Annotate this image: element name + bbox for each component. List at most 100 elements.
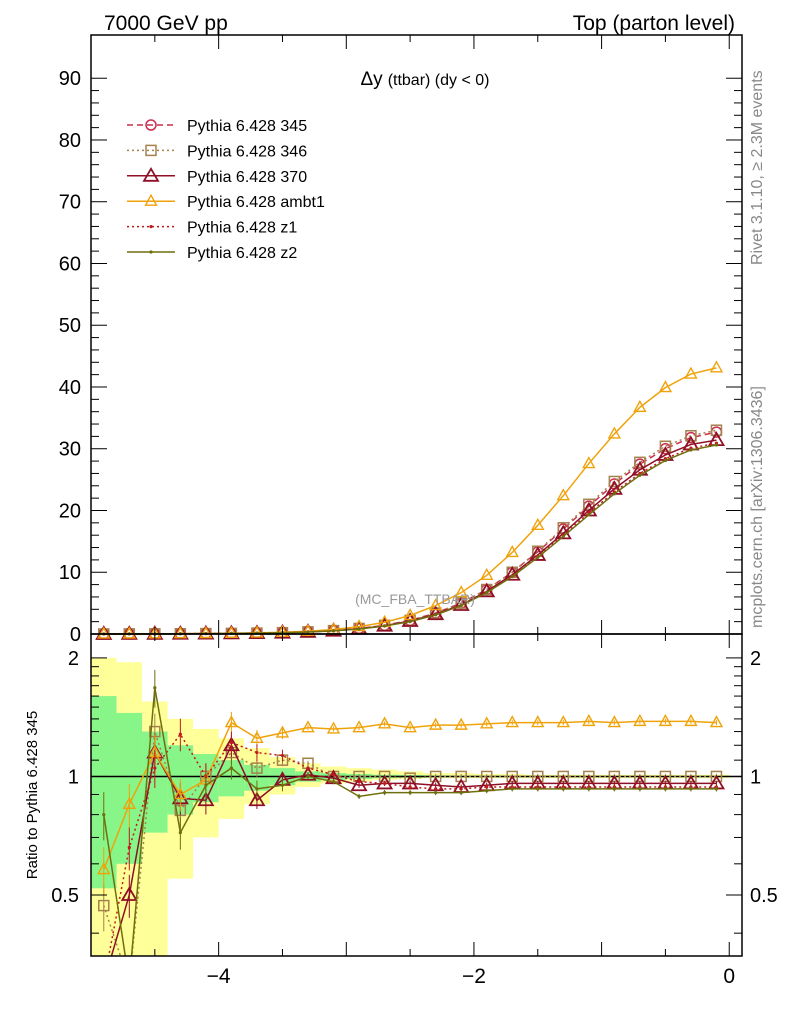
- data-point-ambt1: [250, 625, 264, 638]
- ratio-point-ambt1: [301, 720, 315, 733]
- main-ytick-label: 70: [59, 192, 81, 214]
- legend: Pythia 6.428 345 Pythia 6.428 346 Pythia 6…: [127, 118, 325, 262]
- data-point-z2: [510, 574, 514, 579]
- data-point-s346: [659, 440, 672, 453]
- ratio-point-ambt1: [658, 713, 673, 727]
- data-point-ambt1: [633, 399, 647, 413]
- xtick-label: −2: [462, 965, 486, 988]
- ratio-point-z2: [331, 780, 336, 784]
- ratio-point-z1: [382, 781, 387, 786]
- ratio-point-z2: [536, 787, 540, 791]
- data-point-z2: [331, 629, 336, 633]
- ratio-point-ambt1: [633, 713, 647, 727]
- ratio-point-z2: [689, 787, 693, 791]
- data-point-ambt1: [403, 608, 417, 621]
- main-ytick-label: 80: [59, 130, 81, 152]
- data-point-s346: [608, 475, 621, 488]
- data-point-z2: [612, 492, 616, 496]
- legend-marker-s370: [142, 167, 160, 182]
- ratio-point-ambt1: [377, 716, 392, 729]
- ratio-ytick-label: 1: [68, 766, 79, 788]
- main-ytick-label: 20: [59, 500, 81, 522]
- ratio-point-ambt1: [326, 721, 341, 734]
- data-point-s346: [685, 430, 697, 442]
- ratio-point-z2: [587, 787, 591, 791]
- data-point-z2: [638, 473, 642, 477]
- ratio-point-z1: [102, 981, 105, 984]
- data-point-z2: [434, 613, 438, 617]
- ratio-point-z1: [459, 787, 463, 791]
- ratio-point-z1: [434, 787, 438, 791]
- data-point-z2: [714, 443, 719, 447]
- ratio-point-z2: [561, 787, 565, 791]
- ratio-point-ambt1: [97, 862, 111, 875]
- ratio-point-z1: [306, 766, 310, 770]
- data-point-ambt1: [301, 623, 315, 636]
- data-point-z2: [306, 630, 310, 634]
- legend-item-s346: Pythia 6.428 346: [127, 143, 307, 160]
- ratio-point-ambt1: [275, 725, 290, 738]
- data-point-ambt1: [556, 488, 570, 501]
- ratio-point-s370: [299, 765, 317, 781]
- ratio-point-ambt1: [122, 796, 136, 809]
- data-point-s370: [554, 524, 572, 540]
- ratio-point-ambt1: [556, 715, 570, 728]
- main-ytick-label: 50: [59, 315, 81, 337]
- ratio-series-group: [97, 669, 726, 984]
- ratio-ytick-label-right: 1: [750, 766, 761, 788]
- analysis-watermark: (MC_FBA_TTBAR): [355, 591, 475, 607]
- legend-label-z1: Pythia 6.428 z1: [187, 220, 297, 237]
- ratio-point-ambt1: [709, 715, 724, 728]
- ratio-point-ambt1: [505, 715, 519, 728]
- ratio-point-z2: [434, 790, 438, 795]
- ratio-point-z2: [510, 787, 514, 791]
- ratio-point-ambt1: [224, 715, 239, 728]
- ratio-point-z1: [485, 785, 489, 789]
- data-point-ambt1: [199, 626, 213, 639]
- ratio-plot-frame: [90, 633, 743, 957]
- ratio-ytick-label: 0.5: [51, 885, 79, 907]
- data-point-z2: [689, 448, 693, 452]
- legend-label-s370: Pythia 6.428 370: [187, 169, 307, 186]
- data-point-ambt1: [173, 626, 188, 639]
- ratio-point-z2: [485, 789, 489, 793]
- ratio-ytick-label-right: 2: [750, 648, 761, 670]
- legend-marker-z2: [149, 250, 153, 254]
- data-point-s346: [710, 424, 723, 436]
- series-s345: [98, 426, 723, 640]
- ratio-point-z2: [408, 790, 412, 795]
- plot-title: Δy (ttbar) (dy < 0): [360, 69, 489, 90]
- legend-label-s345: Pythia 6.428 345: [187, 118, 307, 135]
- data-point-z2: [561, 534, 565, 539]
- ratio-point-s346: [429, 770, 442, 783]
- legend-item-s345: Pythia 6.428 345: [127, 118, 307, 135]
- ratio-point-z2: [382, 790, 387, 795]
- data-point-z2: [663, 458, 668, 463]
- rivet-version-label: Rivet 3.1.10, ≥ 2.3M events: [749, 70, 766, 265]
- source-label: mcplots.cern.ch [arXiv:1306.3436]: [749, 386, 766, 628]
- ratio-point-z1: [331, 773, 336, 777]
- data-point-z2: [382, 624, 387, 628]
- ratio-point-ambt1: [684, 713, 698, 727]
- ratio-point-z2: [357, 794, 361, 798]
- data-point-ambt1: [505, 545, 519, 558]
- data-point-ambt1: [709, 360, 724, 373]
- main-plot-panel: 0 10 20 30 40 50 60 70 80 90 Δy (ttbar) (dy < 0) (…: [59, 34, 743, 646]
- legend-item-z1: Pythia 6.428 z1: [127, 220, 297, 237]
- ratio-point-z1: [357, 780, 361, 784]
- main-ytick-label: 30: [59, 439, 81, 461]
- ratio-point-s370: [376, 774, 394, 790]
- ratio-point-s370: [248, 791, 266, 807]
- data-point-ambt1: [607, 426, 622, 439]
- ratio-point-z2: [178, 831, 182, 835]
- ratio-ytick-label-right: 0.5: [750, 885, 778, 907]
- main-ytick-label: 0: [70, 624, 81, 646]
- data-point-s346: [583, 498, 595, 511]
- ratio-point-ambt1: [250, 730, 264, 743]
- legend-marker-ambt1: [144, 193, 158, 206]
- ratio-ytick-label: 2: [68, 648, 79, 670]
- legend-marker-s346: [145, 144, 157, 157]
- ratio-point-s370: [350, 776, 368, 792]
- data-point-ambt1: [684, 366, 698, 379]
- ratio-point-ambt1: [480, 716, 494, 729]
